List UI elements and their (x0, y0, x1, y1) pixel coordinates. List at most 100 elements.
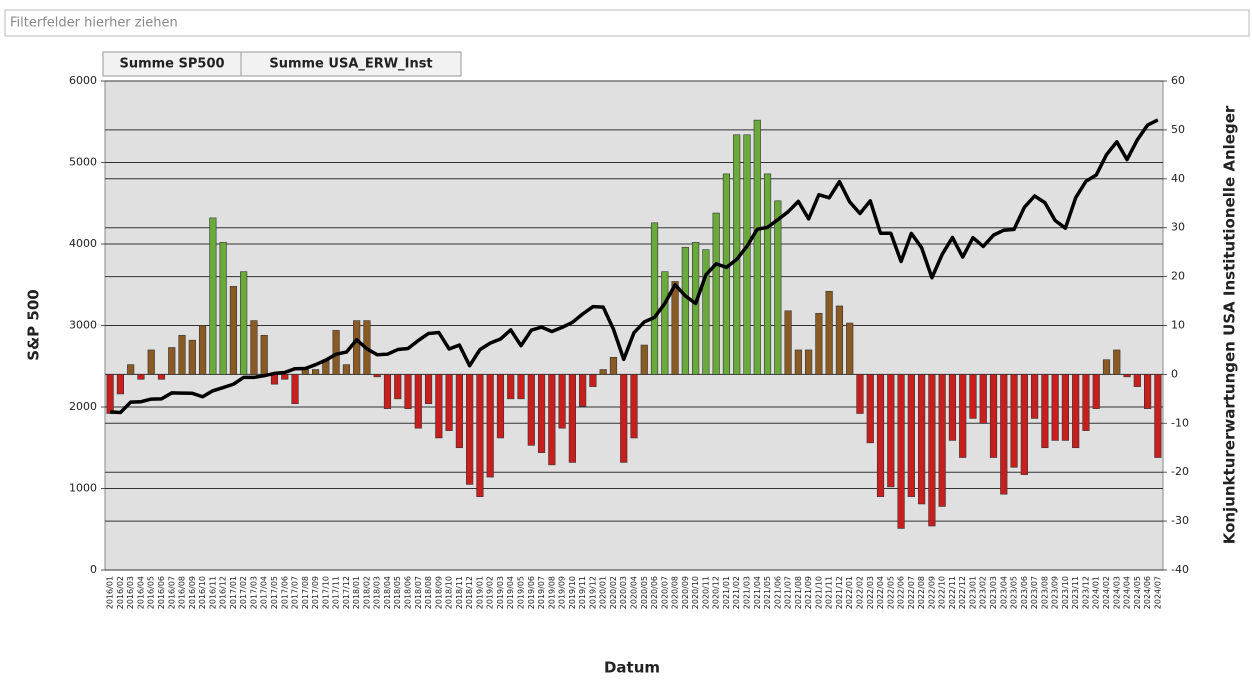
x-tick-label: 2016/09 (188, 576, 197, 609)
bar (681, 246, 689, 375)
bar (661, 271, 669, 375)
bar (476, 374, 484, 497)
bar (907, 374, 915, 497)
bar (1031, 374, 1039, 419)
bar (671, 281, 679, 375)
y-tick-label: 0 (90, 563, 97, 576)
bar (640, 344, 648, 375)
x-tick-label: 2018/05 (393, 576, 402, 609)
bar (250, 320, 258, 375)
y2-tick-label: -30 (1171, 514, 1189, 527)
x-tick-label: 2023/05 (1010, 576, 1019, 609)
bar (1041, 374, 1049, 449)
x-axis-title: Datum (604, 659, 660, 677)
bar (1113, 349, 1121, 375)
bar (445, 374, 453, 431)
x-tick-label: 2023/04 (999, 576, 1008, 609)
x-tick-label: 2023/08 (1040, 576, 1049, 609)
x-tick-label: 2019/12 (588, 576, 597, 609)
y-tick-label: 5000 (69, 156, 97, 169)
bar (835, 305, 844, 375)
x-tick-label: 2018/09 (434, 576, 443, 609)
filter-bar[interactable] (4, 9, 1250, 37)
x-tick-label: 2019/03 (496, 576, 505, 609)
x-tick-label: 2020/02 (609, 576, 618, 609)
bar (1000, 374, 1008, 495)
x-tick-label: 2021/04 (753, 576, 762, 609)
x-tick-label: 2021/11 (825, 576, 834, 609)
bar (435, 374, 443, 439)
x-tick-label: 2022/04 (876, 576, 885, 609)
x-tick-label: 2024/07 (1153, 576, 1162, 609)
bar (394, 374, 402, 400)
bar (897, 374, 905, 529)
x-tick-label: 2021/07 (784, 576, 793, 609)
bar (240, 271, 248, 375)
bar (537, 374, 546, 453)
x-tick-label: 2016/02 (116, 576, 125, 609)
x-tick-label: 2021/01 (722, 576, 731, 609)
field-button-label: Summe USA_ERW_Inst (269, 57, 432, 72)
x-tick-label: 2023/01 (968, 576, 977, 609)
x-tick-label: 2017/09 (311, 576, 320, 609)
x-tick-label: 2022/06 (897, 576, 906, 609)
x-tick-label: 2023/07 (1030, 576, 1039, 609)
x-tick-label: 2024/03 (1112, 576, 1121, 609)
bar (1010, 374, 1018, 468)
x-tick-label: 2021/05 (763, 576, 772, 609)
x-tick-label: 2019/05 (517, 576, 526, 609)
x-tick-label: 2022/11 (948, 576, 957, 609)
x-tick-label: 2020/09 (681, 576, 690, 609)
x-tick-label: 2019/10 (568, 576, 577, 609)
x-tick-label: 2020/06 (650, 576, 659, 609)
bar (589, 374, 597, 387)
x-tick-label: 2018/07 (414, 576, 423, 609)
y2-tick-label: -20 (1171, 465, 1189, 478)
x-tick-label: 2016/01 (106, 576, 115, 609)
field-button[interactable] (102, 51, 242, 77)
x-tick-label: 2018/06 (404, 576, 413, 609)
x-tick-label: 2017/10 (321, 576, 330, 609)
x-tick-label: 2021/09 (804, 576, 813, 609)
x-tick-label: 2016/07 (167, 576, 176, 609)
x-tick-label: 2017/05 (270, 576, 279, 609)
bar (281, 374, 289, 380)
bar (887, 374, 895, 488)
x-tick-label: 2022/03 (866, 576, 875, 609)
bar (928, 374, 936, 527)
x-tick-label: 2021/02 (732, 576, 741, 609)
x-tick-label: 2023/10 (1061, 576, 1070, 609)
bar (383, 374, 392, 409)
bar (209, 217, 217, 375)
y2-tick-label: -10 (1171, 416, 1189, 429)
y2-axis-title: Konjunkturerwartungen USA Institutionell… (1221, 105, 1239, 544)
bar (743, 134, 751, 375)
x-tick-label: 2024/05 (1133, 576, 1142, 609)
x-tick-label: 2024/06 (1143, 576, 1152, 609)
filter-label: Filterfelder hierher ziehen (10, 16, 178, 31)
x-tick-label: 2017/01 (229, 576, 238, 609)
field-button[interactable] (240, 51, 462, 77)
y2-tick-label: 10 (1171, 319, 1185, 332)
bar (106, 374, 114, 414)
x-tick-label: 2016/11 (208, 576, 217, 609)
x-tick-label: 2022/07 (907, 576, 916, 609)
x-tick-label: 2019/04 (506, 576, 515, 609)
x-tick-label: 2018/12 (465, 576, 474, 609)
y2-tick-label: 60 (1171, 74, 1185, 87)
y-tick-label: 2000 (69, 400, 97, 413)
bar (599, 369, 607, 375)
x-tick-label: 2022/08 (917, 576, 926, 609)
bar (959, 374, 967, 458)
bar (938, 374, 946, 507)
bar (548, 374, 556, 466)
x-tick-label: 2019/01 (475, 576, 484, 609)
bar (815, 312, 823, 375)
bar (414, 374, 422, 429)
bar (856, 374, 864, 414)
x-tick-label: 2020/07 (660, 576, 669, 609)
bar (219, 242, 227, 375)
x-tick-label: 2016/10 (198, 576, 207, 609)
line (110, 118, 1159, 415)
